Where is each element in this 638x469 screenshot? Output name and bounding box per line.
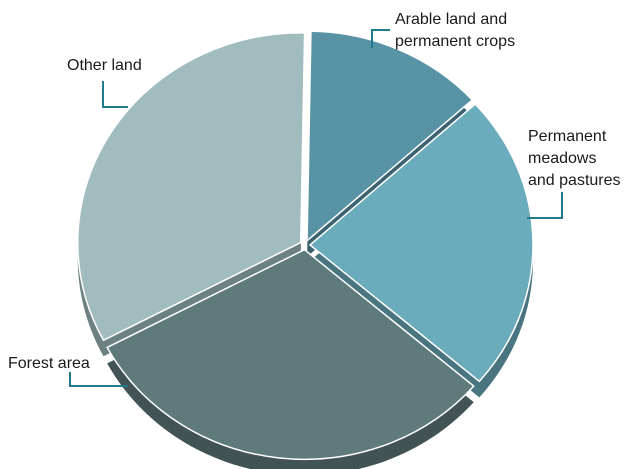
label-arable-land-and-permanent-crops: Arable land and permanent crops (395, 11, 515, 50)
label-line: Other land (67, 57, 142, 74)
pie-slices (76, 30, 534, 460)
slice-labels: Arable land and permanent crops Permanent m… (8, 11, 621, 372)
leader-forest-area (69, 372, 128, 387)
label-line: Permanent (528, 128, 607, 145)
label-line: and pastures (528, 172, 621, 189)
leader-other-land (102, 81, 128, 108)
slice-permanent-meadows-and-pastures (308, 103, 534, 383)
slice-other-land (76, 32, 306, 342)
label-line: permanent crops (395, 33, 515, 50)
leader-lines (69, 29, 563, 387)
label-permanent-meadows-and-pastures: Permanent meadows and pastures (528, 128, 621, 189)
slice-arable-land-and-permanent-crops (306, 30, 474, 243)
leader-permanent-meadows-and-pastures (527, 192, 563, 219)
slice-forest-area (106, 248, 475, 460)
label-line: meadows (528, 150, 596, 167)
label-forest-area: Forest area (8, 355, 90, 372)
label-line: Forest area (8, 355, 90, 372)
leader-arable-land-and-permanent-crops (371, 29, 390, 48)
label-line: Arable land and (395, 11, 507, 28)
label-other-land: Other land (67, 57, 142, 74)
